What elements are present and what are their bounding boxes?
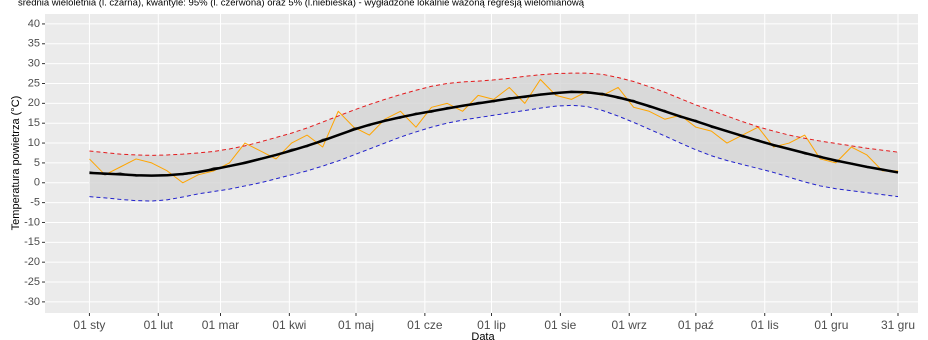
- y-tick-label: -15: [24, 236, 40, 248]
- y-tick-label: -5: [30, 197, 40, 209]
- y-tick-label: 30: [28, 58, 40, 70]
- x-tick-label: 01 sie: [544, 318, 576, 332]
- x-tick-label: 01 kwi: [272, 318, 306, 332]
- y-axis-label: Temperatura powietrza (°C): [10, 96, 22, 231]
- x-tick-label: 01 sty: [73, 318, 105, 332]
- y-tick-label: 35: [28, 38, 40, 50]
- quantile-ribbon: [89, 73, 899, 202]
- x-tick-label: 01 lip: [477, 318, 506, 332]
- y-tick-label: -20: [24, 256, 40, 268]
- x-tick-label: 01 maj: [338, 318, 374, 332]
- y-tick-label: 10: [28, 137, 40, 149]
- x-tick-label: 01 gru: [814, 318, 848, 332]
- x-tick-label: 31 gru: [881, 318, 915, 332]
- x-tick-label: 01 lis: [751, 318, 779, 332]
- y-tick-label: 15: [28, 117, 40, 129]
- y-tick-label: 5: [34, 157, 40, 169]
- x-tick-label: 01 mar: [202, 318, 239, 332]
- series-line: [89, 104, 899, 202]
- series-line: [89, 72, 899, 156]
- series-line: [89, 79, 899, 184]
- x-tick-label: 01 cze: [407, 318, 443, 332]
- y-tick-label: 40: [28, 18, 40, 30]
- x-tick-label: 01 lut: [144, 318, 174, 332]
- x-tick-label: 01 paź: [678, 318, 714, 332]
- y-tick-label: -25: [24, 276, 40, 288]
- chart-title: średnia wieloletnia (l. czarna), kwantyl…: [18, 0, 585, 9]
- series-line: [89, 90, 899, 177]
- y-tick-label: -30: [24, 296, 40, 308]
- x-tick-label: 01 wrz: [612, 318, 647, 332]
- y-tick-label: 20: [28, 97, 40, 109]
- y-tick-label: -10: [24, 216, 40, 228]
- y-tick-label: 25: [28, 77, 40, 89]
- y-tick-label: 0: [34, 177, 40, 189]
- x-axis-label: Data: [471, 331, 495, 340]
